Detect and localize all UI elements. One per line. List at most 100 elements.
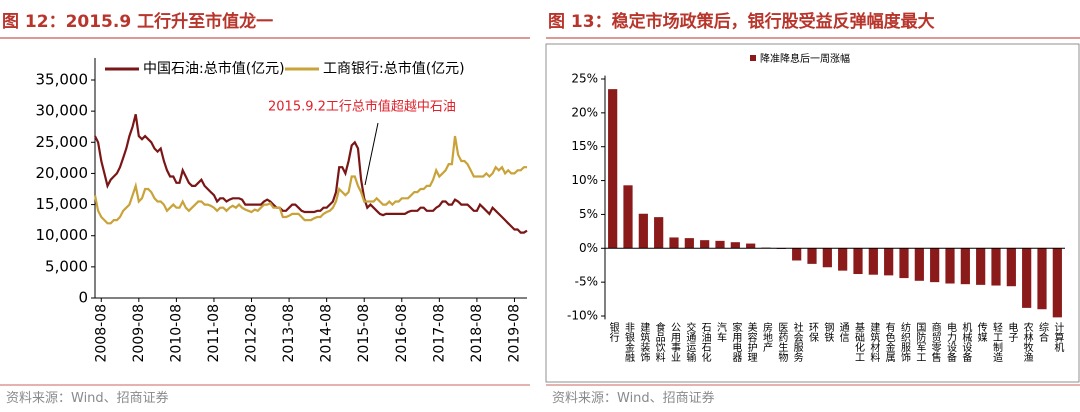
x-tick-label: 2009-08 (131, 304, 147, 363)
y-tick-label: -5% (575, 275, 598, 289)
bar (669, 237, 679, 249)
x-tick-label: 2013-08 (281, 304, 297, 363)
x-tick-label: 国防军工 (914, 322, 926, 362)
x-tick-label: 2017-08 (431, 304, 447, 363)
x-tick-label: 汽车 (715, 321, 727, 343)
legend-label: 降准降息后一周涨幅 (760, 52, 850, 65)
x-tick-label: 计算机 (1052, 321, 1064, 353)
bar (991, 248, 1001, 286)
x-tick-label: 银行 (607, 321, 619, 343)
y-tick-label: 5,000 (45, 257, 88, 275)
x-tick-label: 钢铁 (822, 321, 834, 343)
bar (700, 240, 710, 249)
line-series (94, 114, 528, 234)
bar (930, 248, 940, 283)
y-tick-label: 35,000 (36, 71, 89, 89)
x-tick-label: 建筑材料 (868, 321, 880, 363)
source-note: 资料来源：Wind、招商证券 (552, 390, 715, 406)
x-tick-label: 机械设备 (960, 321, 972, 363)
x-tick-label: 2018-08 (469, 304, 485, 363)
x-tick-label: 通信 (837, 322, 849, 343)
y-tick-label: 15,000 (36, 195, 89, 213)
bar (945, 248, 955, 284)
x-tick-label: 基础化工 (853, 321, 865, 362)
x-tick-label: 2008-08 (93, 304, 109, 363)
y-tick-label: 5% (579, 207, 598, 221)
bar (1052, 248, 1062, 318)
bar (960, 248, 970, 285)
line-series (93, 135, 527, 225)
x-tick-label: 传媒 (975, 322, 987, 343)
bar (853, 248, 863, 275)
x-tick-label: 2012-08 (244, 304, 260, 363)
x-tick-label: 石油石化 (699, 322, 711, 362)
bar (1037, 248, 1047, 310)
bar (684, 238, 694, 249)
bar (792, 248, 802, 261)
x-tick-label: 美容护理 (745, 321, 757, 362)
annotation-arrow (364, 122, 379, 186)
bar (623, 185, 633, 249)
x-tick-label: 2010-08 (168, 304, 184, 363)
bar (807, 248, 817, 264)
x-tick-label: 食品饮料 (653, 321, 665, 363)
annotation: 2015.9.2工行总市值超越中石油 (268, 99, 456, 115)
source-note: 资料来源：Wind、招商证券 (6, 390, 169, 406)
bar (976, 248, 986, 285)
y-tick-label: 20,000 (36, 164, 89, 182)
y-tick-label: 0 (78, 289, 88, 307)
bar (822, 248, 832, 268)
legend-label: 工商银行:总市值(亿元) (323, 60, 465, 77)
x-tick-label: 商贸零售 (929, 321, 941, 363)
x-tick-label: 环保 (807, 322, 819, 343)
x-tick-label: 交通运输 (684, 321, 696, 363)
chart-title: 图 13：稳定市场政策后，银行股受益反弹幅度最大 (548, 11, 935, 32)
bar (914, 248, 924, 281)
x-tick-label: 2011-08 (206, 304, 222, 363)
bar (868, 248, 878, 275)
bar (608, 89, 618, 249)
y-tick-label: 25,000 (36, 133, 89, 151)
x-tick-label: 社会服务 (791, 321, 803, 363)
x-tick-label: 纺织服饰 (899, 321, 911, 363)
bar (746, 243, 756, 249)
x-tick-label: 2015-08 (356, 304, 372, 363)
bar (638, 213, 648, 249)
bar (654, 217, 664, 249)
y-tick-label: 25% (571, 71, 598, 85)
bar (1006, 248, 1016, 287)
legend-label: 中国石油:总市值(亿元) (143, 60, 285, 77)
x-tick-label: 非银金融 (623, 322, 635, 363)
x-tick-label: 农林牧渔 (1021, 321, 1033, 363)
y-tick-label: 10% (571, 173, 598, 187)
y-tick-label: 0% (579, 241, 598, 255)
x-tick-label: 电力设备 (945, 321, 957, 363)
y-tick-label: 10,000 (36, 226, 89, 244)
x-tick-label: 房地产 (761, 321, 773, 353)
bar (884, 248, 894, 276)
x-tick-label: 医药生物 (776, 322, 788, 363)
y-tick-label: 20% (571, 105, 598, 119)
x-tick-label: 轻工制造 (991, 321, 1003, 362)
x-tick-label: 家用电器 (730, 321, 742, 363)
x-tick-label: 2019-08 (506, 304, 522, 363)
x-tick-label: 综合 (1037, 321, 1049, 343)
x-tick-label: 建筑装饰 (638, 321, 650, 363)
y-tick-label: -10% (567, 309, 598, 323)
bar (1022, 248, 1032, 308)
y-tick-label: 30,000 (36, 102, 89, 120)
y-tick-label: 15% (571, 139, 598, 153)
bar (899, 248, 909, 279)
x-tick-label: 公用事业 (669, 322, 681, 362)
chart-title: 图 12：2015.9 工行升至市值龙一 (2, 11, 273, 32)
legend-swatch (750, 55, 756, 61)
bar (715, 240, 725, 249)
bar (730, 242, 740, 249)
x-tick-label: 2016-08 (394, 304, 410, 363)
x-tick-label: 电子 (1006, 321, 1018, 342)
bar (838, 248, 848, 271)
x-tick-label: 2014-08 (319, 304, 335, 363)
chart-frame (545, 43, 1080, 383)
x-tick-label: 有色金属 (883, 321, 895, 363)
